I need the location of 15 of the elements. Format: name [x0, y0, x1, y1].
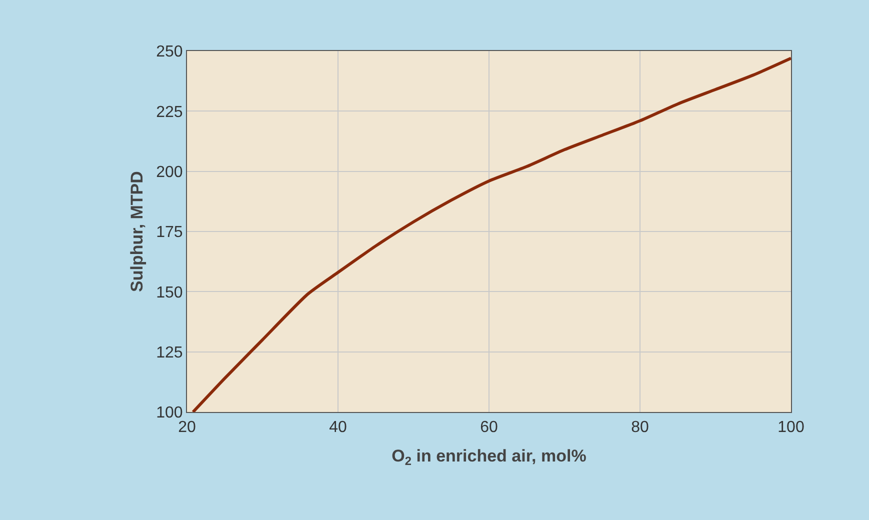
y-tick-label: 100: [156, 404, 183, 422]
y-tick-label: 250: [156, 44, 183, 61]
x-axis-title: O$_{2}$ in enriched air, mol%: [392, 446, 586, 468]
x-tick-label: 100: [778, 419, 804, 436]
y-tick-label: 125: [156, 344, 183, 362]
y-tick-label: 175: [156, 224, 183, 242]
y-tick-label: 200: [156, 164, 183, 181]
x-tick-label: 80: [631, 419, 649, 436]
line-series: [192, 56, 791, 412]
x-tick-label: 40: [329, 419, 347, 436]
x-tick-label: 60: [480, 419, 498, 436]
y-axis-title: Sulphur, MTPD: [128, 171, 147, 292]
x-tick-label: 20: [178, 419, 196, 436]
y-tick-label: 150: [156, 284, 183, 302]
y-tick-label: 225: [156, 104, 183, 121]
